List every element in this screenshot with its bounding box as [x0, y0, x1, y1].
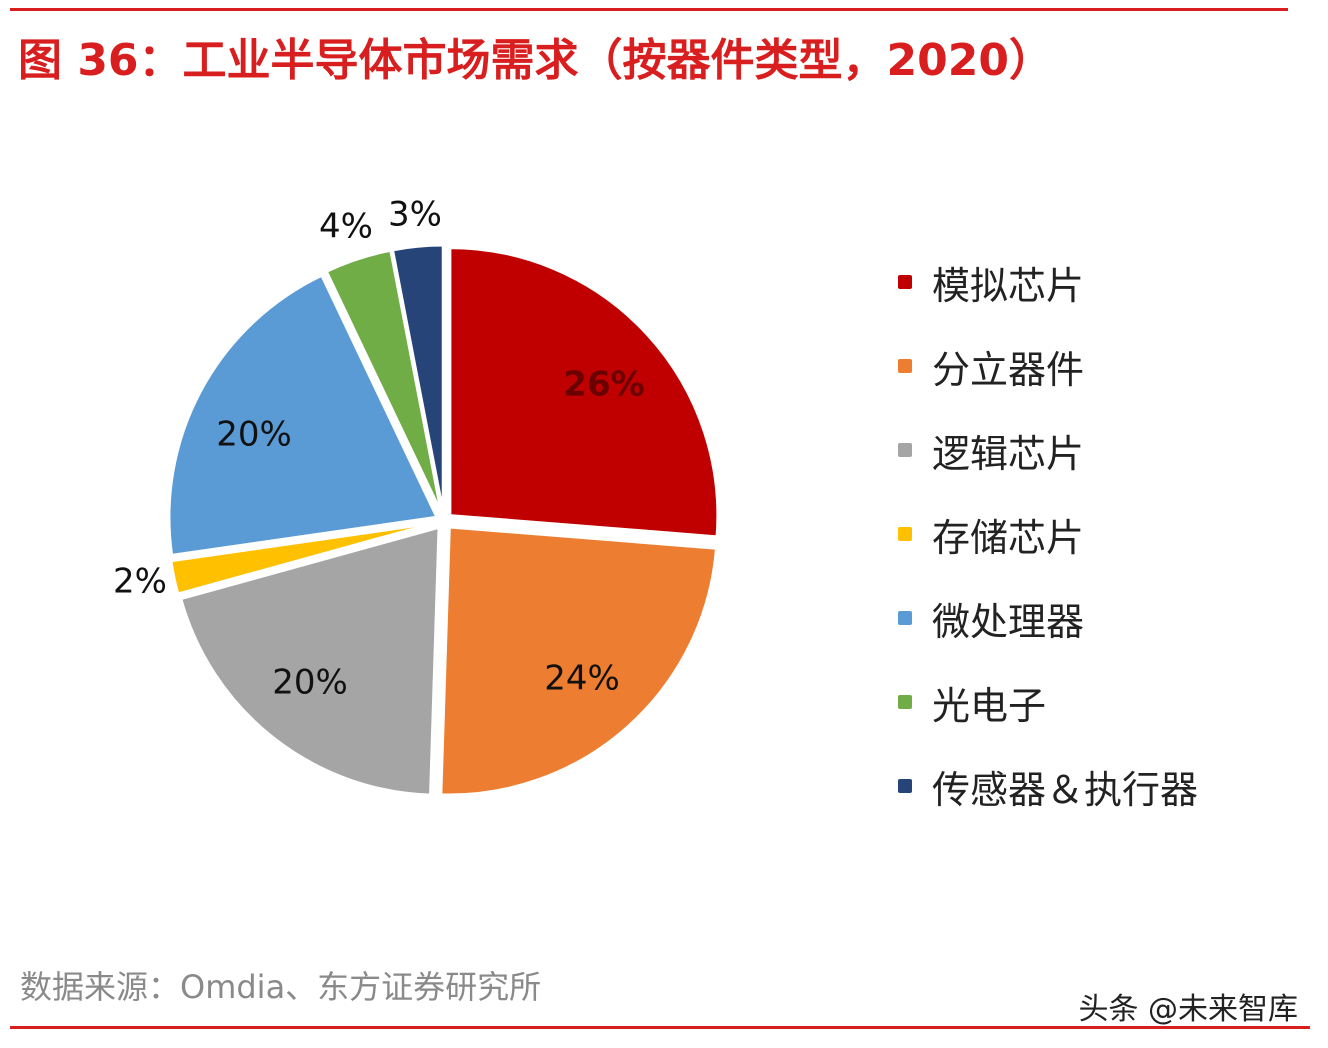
legend-swatch — [898, 443, 912, 457]
legend-item: 光电子 — [898, 660, 1318, 744]
pie-slice — [324, 248, 443, 515]
legend-label: 传感器＆执行器 — [932, 767, 1199, 812]
pie-slice — [167, 273, 440, 558]
pie-slice — [448, 246, 720, 539]
watermark: 头条 @未来智库 — [1078, 992, 1298, 1027]
legend: 模拟芯片分立器件逻辑芯片存储芯片微处理器光电子传感器＆执行器 — [898, 240, 1318, 828]
slice-data-label: 3% — [388, 195, 442, 235]
chart-title: 图 36：工业半导体市场需求（按器件类型，2020） — [18, 35, 1054, 86]
legend-swatch — [898, 695, 912, 709]
pie-slice — [178, 525, 441, 797]
legend-label: 逻辑芯片 — [932, 431, 1085, 476]
slice-data-label: 26% — [563, 365, 644, 405]
pie-slice — [169, 521, 437, 596]
legend-swatch — [898, 359, 912, 373]
bottom-rule — [10, 1026, 1310, 1029]
legend-item: 逻辑芯片 — [898, 408, 1318, 492]
legend-item: 存储芯片 — [898, 492, 1318, 576]
legend-swatch — [898, 275, 912, 289]
legend-swatch — [898, 779, 912, 793]
legend-label: 存储芯片 — [932, 515, 1085, 560]
legend-item: 微处理器 — [898, 576, 1318, 660]
legend-item: 传感器＆执行器 — [898, 744, 1318, 828]
legend-item: 模拟芯片 — [898, 240, 1318, 324]
legend-swatch — [898, 527, 912, 541]
source-note: 数据来源：Omdia、东方证券研究所 — [20, 968, 542, 1006]
slice-data-label: 24% — [544, 659, 620, 699]
top-rule — [10, 8, 1288, 11]
slice-data-label: 4% — [319, 207, 373, 247]
legend-label: 光电子 — [932, 683, 1047, 728]
pie-slice — [390, 243, 445, 514]
legend-label: 微处理器 — [932, 599, 1085, 644]
pie-slice — [439, 525, 719, 797]
legend-label: 分立器件 — [932, 347, 1085, 392]
legend-label: 模拟芯片 — [932, 263, 1085, 308]
legend-item: 分立器件 — [898, 324, 1318, 408]
legend-swatch — [898, 611, 912, 625]
slice-data-label: 20% — [272, 663, 348, 703]
slice-data-label: 2% — [113, 562, 167, 602]
slice-data-label: 20% — [216, 415, 292, 455]
